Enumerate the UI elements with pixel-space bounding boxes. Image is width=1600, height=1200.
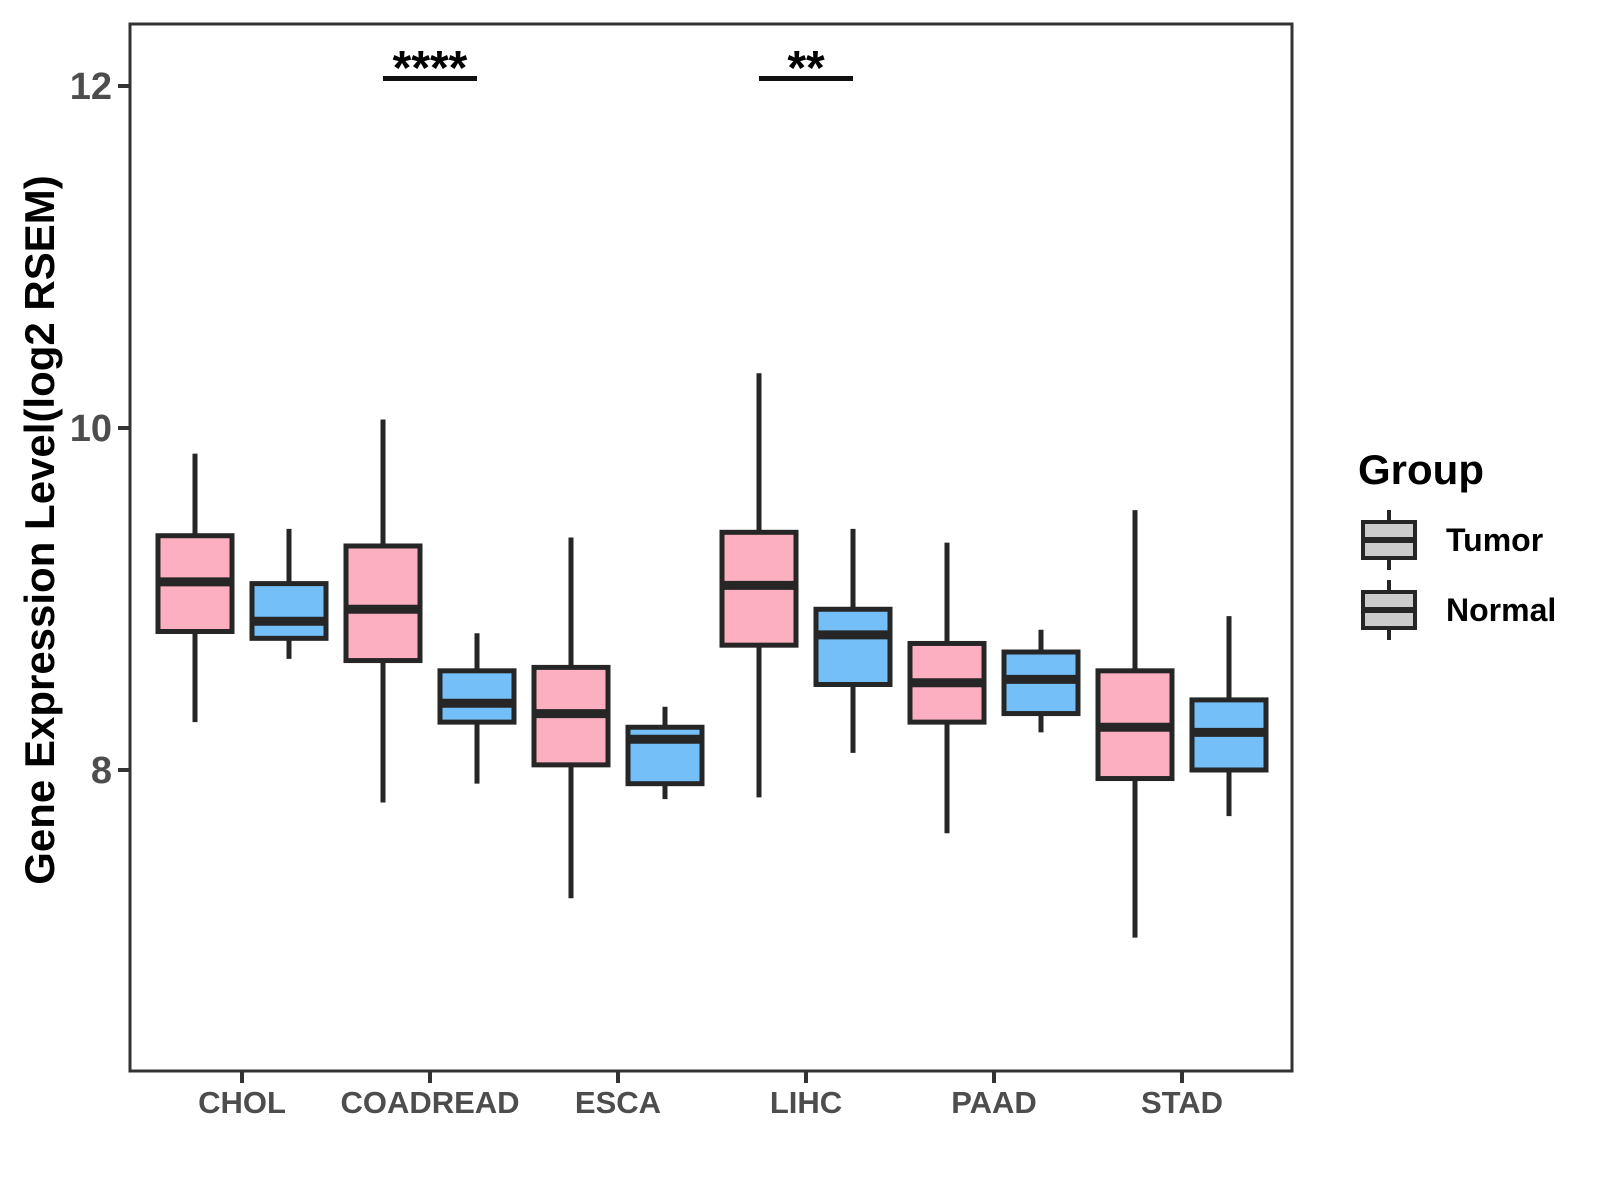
plot-panel	[128, 22, 1294, 1073]
box-Normal-COADREAD	[437, 668, 517, 725]
legend-item-tumor: Tumor	[1356, 508, 1556, 572]
y-tick-label-12: 12	[70, 66, 112, 108]
box-Normal-CHOL	[249, 581, 329, 641]
x-label-ESCA: ESCA	[575, 1085, 661, 1120]
y-axis-title: Gene Expression Level(log2 RSEM)	[16, 175, 63, 885]
legend-label-tumor: Tumor	[1446, 521, 1544, 558]
y-tick-label-8: 8	[91, 750, 112, 792]
y-tick-label-10: 10	[70, 408, 112, 450]
legend: Group Tumor Normal	[1356, 446, 1556, 642]
legend-title: Group	[1358, 446, 1484, 493]
box-Normal-LIHC	[813, 606, 893, 688]
legend-label-normal: Normal	[1446, 591, 1557, 628]
tumor-boxplot-key-icon	[1361, 510, 1417, 570]
x-label-CHOL: CHOL	[198, 1085, 286, 1120]
x-label-LIHC: LIHC	[770, 1085, 842, 1120]
normal-boxplot-key-icon	[1361, 580, 1417, 640]
x-label-STAD: STAD	[1141, 1085, 1223, 1120]
box-Tumor-COADREAD	[343, 543, 423, 664]
legend-item-normal: Normal	[1356, 578, 1556, 642]
sig-stars-COADREAD: ****	[393, 42, 468, 95]
x-label-PAAD: PAAD	[951, 1085, 1037, 1120]
x-label-COADREAD: COADREAD	[340, 1085, 519, 1120]
sig-bar-LIHC	[759, 76, 853, 81]
sig-bar-COADREAD	[383, 76, 477, 81]
sig-stars-LIHC: **	[787, 42, 825, 95]
